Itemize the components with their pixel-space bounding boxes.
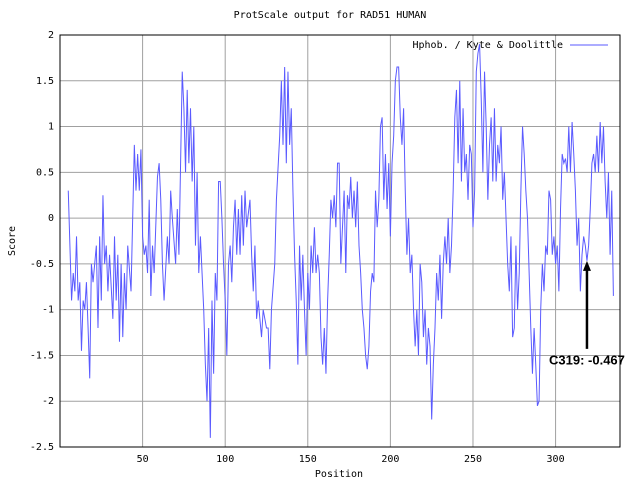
x-tick-label: 50 (137, 454, 149, 465)
y-tick-label: 1 (48, 122, 54, 133)
y-tick-label: -1.5 (30, 350, 54, 361)
y-tick-label: 2 (48, 30, 54, 41)
y-tick-label: 0.5 (36, 167, 54, 178)
y-tick-label: -2.5 (30, 442, 54, 453)
x-tick-label: 300 (547, 454, 565, 465)
y-axis-label: Score (7, 226, 18, 256)
y-tick-label: 1.5 (36, 76, 54, 87)
y-tick-label: -2 (42, 396, 54, 407)
y-tick-label: -1 (42, 305, 54, 316)
annotation-arrowhead (582, 260, 591, 271)
data-line (67, 44, 614, 438)
y-tick-label: 0 (48, 213, 54, 224)
chart-title: ProtScale output for RAD51 HUMAN (234, 10, 427, 21)
annotation-label: C319: -0.467 (549, 352, 625, 367)
plot-frame (59, 34, 621, 448)
x-tick-label: 200 (381, 454, 399, 465)
x-axis-label: Position (315, 469, 363, 480)
x-tick-label: 100 (216, 454, 234, 465)
legend-label: Hphob. / Kyte & Doolittle (412, 40, 563, 51)
x-tick-label: 150 (299, 454, 317, 465)
x-tick-label: 250 (464, 454, 482, 465)
y-tick-label: -0.5 (30, 259, 54, 270)
